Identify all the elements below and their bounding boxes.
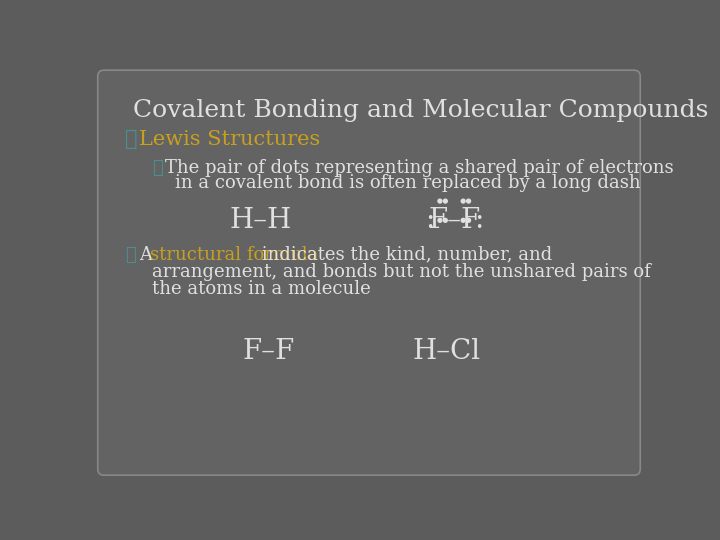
Circle shape — [467, 199, 471, 203]
Text: structural formula: structural formula — [150, 246, 318, 264]
Text: the atoms in a molecule: the atoms in a molecule — [152, 280, 371, 298]
Text: arrangement, and bonds but not the unshared pairs of: arrangement, and bonds but not the unsha… — [152, 262, 651, 281]
Text: in a covalent bond is often replaced by a long dash: in a covalent bond is often replaced by … — [175, 174, 641, 192]
Circle shape — [444, 218, 447, 222]
Text: Covalent Bonding and Molecular Compounds: Covalent Bonding and Molecular Compounds — [132, 99, 708, 123]
Text: Lewis Structures: Lewis Structures — [139, 130, 320, 149]
Text: F–F: F–F — [428, 207, 480, 234]
Text: H–H: H–H — [230, 207, 292, 234]
Text: ∾: ∾ — [125, 246, 135, 264]
Circle shape — [438, 199, 442, 203]
Circle shape — [467, 218, 471, 222]
Text: ∾: ∾ — [152, 159, 163, 177]
Text: :: : — [425, 207, 434, 234]
Circle shape — [462, 199, 465, 203]
Text: ∾: ∾ — [125, 130, 138, 149]
Text: A: A — [139, 246, 158, 264]
Text: The pair of dots representing a shared pair of electrons: The pair of dots representing a shared p… — [165, 159, 674, 177]
Text: :: : — [474, 207, 484, 234]
Text: F–F: F–F — [242, 338, 294, 365]
Circle shape — [444, 199, 447, 203]
FancyBboxPatch shape — [98, 70, 640, 475]
Text: H–Cl: H–Cl — [413, 338, 480, 365]
Circle shape — [438, 218, 442, 222]
Circle shape — [462, 218, 465, 222]
Text: indicates the kind, number, and: indicates the kind, number, and — [256, 246, 552, 264]
